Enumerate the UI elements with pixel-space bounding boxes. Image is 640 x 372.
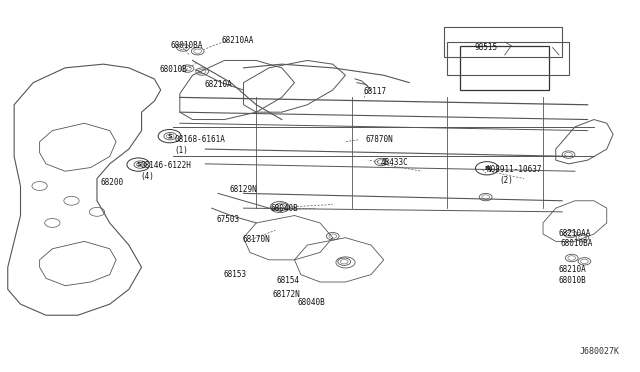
Text: 68210A: 68210A (204, 80, 232, 89)
Text: 68210AA: 68210AA (559, 230, 591, 238)
Text: 68200: 68200 (100, 178, 124, 187)
Bar (460, 46, 549, 90)
Text: 68154: 68154 (276, 276, 300, 285)
Text: 68170N: 68170N (243, 235, 270, 244)
Bar (447, 42, 568, 75)
Text: 08168-6161A: 08168-6161A (175, 135, 225, 144)
Text: (2): (2) (500, 176, 513, 185)
Text: 68040B: 68040B (270, 203, 298, 213)
Text: 68129N: 68129N (230, 185, 257, 194)
Text: 98515: 98515 (474, 43, 497, 52)
Text: 4B433C: 4B433C (381, 157, 408, 167)
Text: 68153: 68153 (223, 270, 246, 279)
Text: S: S (167, 134, 172, 139)
Text: 67503: 67503 (217, 215, 240, 224)
Text: 68010BA: 68010BA (561, 239, 593, 248)
Text: S: S (136, 162, 141, 167)
Text: 67870N: 67870N (366, 135, 394, 144)
Text: 68010B: 68010B (559, 276, 587, 285)
Text: 68010B: 68010B (159, 65, 187, 74)
Text: 08146-6122H: 08146-6122H (140, 161, 191, 170)
Text: 68172N: 68172N (272, 291, 300, 299)
Text: 68210A: 68210A (559, 264, 587, 273)
Text: 68040B: 68040B (298, 298, 326, 307)
Text: 68210AA: 68210AA (221, 36, 253, 45)
Text: N: N (484, 166, 490, 171)
Text: N08911-10637: N08911-10637 (487, 165, 543, 174)
Text: J680027K: J680027K (579, 347, 620, 356)
Text: (1): (1) (175, 147, 189, 155)
Text: (4): (4) (140, 172, 154, 181)
Text: 68010BA: 68010BA (170, 41, 203, 50)
Text: 68117: 68117 (364, 87, 387, 96)
